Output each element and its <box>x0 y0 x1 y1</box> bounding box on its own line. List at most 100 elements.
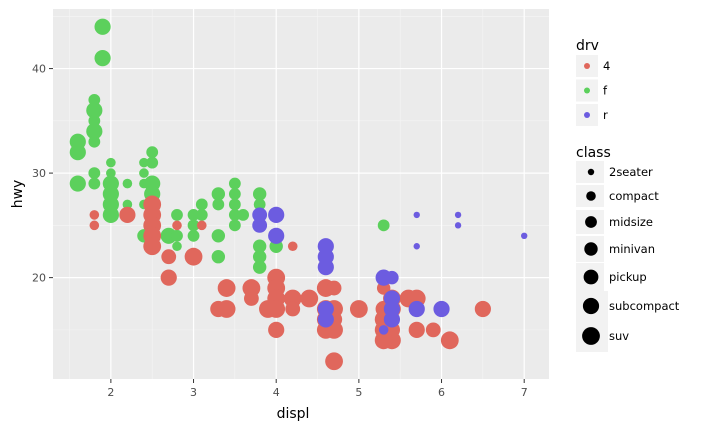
data-point-4 <box>425 322 441 338</box>
legend-label-pickup: pickup <box>609 270 647 284</box>
x-axis: 2 3 4 5 6 7 <box>107 379 528 399</box>
data-point-4 <box>474 300 491 318</box>
data-point-4 <box>89 220 100 231</box>
data-point-4 <box>287 241 298 252</box>
legend-label-minivan: minivan <box>609 242 655 256</box>
legend-label-4: 4 <box>603 59 610 73</box>
data-point-r <box>433 300 450 318</box>
data-point-4 <box>440 331 459 350</box>
data-point-4 <box>267 300 286 318</box>
legend-size-swatch <box>582 327 600 345</box>
data-point-r <box>378 325 389 335</box>
x-axis-title: displ <box>277 406 310 422</box>
data-point-4 <box>172 220 182 231</box>
data-point-f <box>171 229 183 242</box>
data-point-f <box>195 198 208 211</box>
data-point-4 <box>184 247 203 266</box>
data-point-4 <box>244 291 259 306</box>
data-point-f <box>187 219 200 232</box>
data-point-4 <box>300 289 319 308</box>
legend-label-midsize: midsize <box>609 215 653 229</box>
data-point-f <box>106 157 116 168</box>
data-point-r <box>268 206 285 224</box>
data-point-r <box>413 211 420 219</box>
legend-swatch-r <box>584 112 590 118</box>
data-point-f <box>86 102 103 119</box>
data-point-4 <box>374 331 393 350</box>
data-point-f <box>146 156 159 169</box>
legend-swatch-f <box>584 87 590 94</box>
data-point-r <box>268 227 285 244</box>
legend-swatch-4 <box>584 63 590 69</box>
x-tick-label: 5 <box>355 386 362 399</box>
data-point-f <box>94 50 111 67</box>
data-point-4 <box>285 301 301 317</box>
data-point-f <box>228 177 241 190</box>
data-point-r <box>317 311 334 328</box>
data-point-4 <box>325 352 343 371</box>
legend-size-swatch <box>586 191 596 201</box>
data-point-f <box>94 18 111 35</box>
data-point-4 <box>349 300 368 318</box>
data-point-r <box>408 300 425 318</box>
data-point-f <box>253 198 266 211</box>
data-point-4 <box>326 280 342 296</box>
x-tick-label: 6 <box>438 386 445 399</box>
y-axis-title: hwy <box>10 180 26 209</box>
legend-label-2seater: 2seater <box>609 165 653 179</box>
data-point-f <box>88 167 101 179</box>
legend-size-swatch <box>585 216 597 228</box>
data-point-4 <box>119 206 136 224</box>
plot-panel <box>53 9 549 379</box>
data-point-4 <box>217 300 236 318</box>
x-tick-label: 4 <box>273 386 280 399</box>
data-point-4 <box>160 269 177 286</box>
color-legend-title: drv <box>576 38 599 54</box>
legend-label-subcompact: subcompact <box>609 299 680 313</box>
data-point-r <box>317 259 334 276</box>
legend-label-suv: suv <box>609 329 629 343</box>
data-point-f <box>86 123 103 140</box>
legend-size-swatch <box>584 242 598 256</box>
y-tick-label: 40 <box>32 63 46 76</box>
legend-label-r: r <box>603 108 608 122</box>
data-point-f <box>212 198 225 211</box>
data-points <box>69 18 528 371</box>
data-point-f <box>237 209 250 221</box>
data-point-f <box>187 209 200 221</box>
data-point-f <box>228 188 241 200</box>
data-point-r <box>383 311 401 328</box>
data-point-4 <box>408 321 425 338</box>
data-point-4 <box>283 289 302 308</box>
data-point-r <box>413 243 420 250</box>
data-point-4 <box>161 249 177 265</box>
y-axis: 20 30 40 <box>32 63 53 285</box>
data-point-f <box>252 239 267 253</box>
data-point-r <box>252 217 268 233</box>
data-point-f <box>106 168 116 178</box>
x-tick-label: 2 <box>107 386 114 399</box>
data-point-4 <box>143 237 162 256</box>
data-point-f <box>122 178 133 189</box>
data-point-f <box>211 187 226 201</box>
data-point-r <box>454 222 462 229</box>
data-point-f <box>228 198 241 211</box>
data-point-f <box>211 250 226 264</box>
data-point-f <box>69 175 86 192</box>
legend-size-swatch <box>583 269 599 285</box>
data-point-f <box>228 209 241 221</box>
data-point-f <box>252 260 267 274</box>
data-point-f <box>195 209 208 221</box>
legend-label-f: f <box>603 84 608 98</box>
data-point-f <box>252 250 267 264</box>
data-point-f <box>377 219 390 232</box>
size-legend: class 2seater compact midsize minivan pickup… <box>576 145 680 352</box>
data-point-f <box>139 168 149 178</box>
data-point-4 <box>242 279 261 297</box>
legend-label-compact: compact <box>609 189 659 203</box>
y-tick-label: 20 <box>32 272 46 285</box>
x-tick-label: 3 <box>190 386 197 399</box>
data-point-f <box>88 177 101 190</box>
legend-size-swatch <box>582 297 600 315</box>
